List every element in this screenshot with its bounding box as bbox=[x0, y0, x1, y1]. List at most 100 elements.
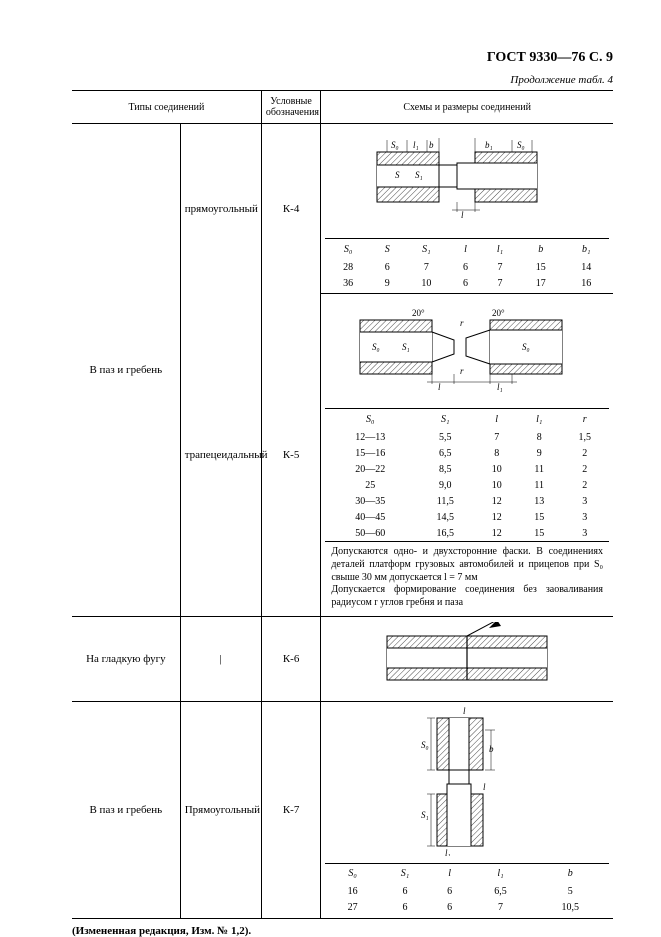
cell: 40—45 bbox=[325, 509, 415, 525]
cell: 15 bbox=[518, 525, 561, 542]
cell: 2 bbox=[561, 461, 609, 477]
cell: 27 bbox=[325, 900, 380, 916]
cell: 12—13 bbox=[325, 429, 415, 445]
cell: S bbox=[371, 239, 404, 260]
cell: 9 bbox=[371, 275, 404, 291]
k7-diagram-cell: S₀ S₁ b l l l₁ bbox=[321, 701, 613, 861]
cell: 15 bbox=[518, 259, 563, 275]
svg-text:r: r bbox=[460, 366, 464, 376]
cell: b bbox=[518, 239, 563, 260]
cell: 25 bbox=[325, 477, 415, 493]
cell: 6,5 bbox=[415, 445, 475, 461]
cell: l bbox=[430, 863, 469, 884]
cell: 2 bbox=[561, 477, 609, 493]
k4-symbol: К-4 bbox=[261, 124, 321, 294]
svg-text:S₁: S₁ bbox=[415, 170, 423, 180]
k7-symbol: К-7 bbox=[261, 701, 321, 918]
cell: 15 bbox=[518, 509, 561, 525]
cell: r bbox=[561, 409, 609, 430]
cell: 6 bbox=[449, 259, 482, 275]
cell: 7 bbox=[482, 259, 518, 275]
cell: 7 bbox=[475, 429, 518, 445]
cell: S₁ bbox=[415, 409, 475, 430]
cell: 14,5 bbox=[415, 509, 475, 525]
cell: 1,5 bbox=[561, 429, 609, 445]
svg-text:S₀: S₀ bbox=[517, 140, 525, 150]
cell: l₁ bbox=[518, 409, 561, 430]
k5-note: Допускаются одно- и двухсторонние фаски.… bbox=[325, 542, 609, 614]
cell: 11,5 bbox=[415, 493, 475, 509]
svg-text:l: l bbox=[483, 782, 486, 792]
svg-text:l₁: l₁ bbox=[413, 140, 419, 150]
k6-symbol: К-6 bbox=[261, 616, 321, 701]
cell: 10 bbox=[475, 461, 518, 477]
col-header-types: Типы соединений bbox=[72, 91, 261, 124]
svg-text:l: l bbox=[438, 382, 441, 392]
cell: l₁ bbox=[482, 239, 518, 260]
k5-svg: S₀ S₁ S₀ 20° 20° l l₁ r r bbox=[342, 302, 592, 398]
k7-diagram: S₀ S₁ b l l l₁ bbox=[325, 704, 609, 859]
cell: 3 bbox=[561, 509, 609, 525]
k7-type-sub: Прямоугольный bbox=[180, 701, 261, 918]
cell: 28 bbox=[325, 259, 370, 275]
k5-subtable-cell: S₀ S₁ l l₁ r 12—135,5781,5 15—166,5892 2… bbox=[321, 406, 613, 616]
cell: 14 bbox=[563, 259, 609, 275]
svg-text:l: l bbox=[461, 210, 464, 220]
cell: 3 bbox=[561, 525, 609, 542]
k6-diagram-cell bbox=[321, 616, 613, 701]
cell: 5,5 bbox=[415, 429, 475, 445]
cell: 6 bbox=[430, 900, 469, 916]
cell: l₁ bbox=[469, 863, 531, 884]
svg-text:S₁: S₁ bbox=[402, 342, 410, 352]
k5-symbol: К-5 bbox=[261, 294, 321, 617]
svg-text:l₁: l₁ bbox=[497, 382, 503, 392]
cell: 20—22 bbox=[325, 461, 415, 477]
cell: 9,0 bbox=[415, 477, 475, 493]
cell: 36 bbox=[325, 275, 370, 291]
col-header-schemes: Схемы и размеры соединений bbox=[321, 91, 613, 124]
cell: 8 bbox=[475, 445, 518, 461]
cell: 3 bbox=[561, 493, 609, 509]
cell: 5 bbox=[532, 884, 609, 900]
k5-diagram: S₀ S₁ S₀ 20° 20° l l₁ r r bbox=[325, 296, 609, 404]
cell: l bbox=[475, 409, 518, 430]
k7-svg: S₀ S₁ b l l l₁ bbox=[387, 706, 547, 856]
cell: 2 bbox=[561, 445, 609, 461]
cell: 16 bbox=[563, 275, 609, 291]
col-header-symbols: Условные обозначения bbox=[261, 91, 321, 124]
footer-note: (Измененная редакция, Изм. № 1,2). bbox=[72, 925, 613, 937]
k4-diagram: S₀ l₁ b b₁ S₀ S S₁ l bbox=[325, 126, 609, 234]
page-header: ГОСТ 9330—76 С. 9 bbox=[72, 50, 613, 66]
cell: 7 bbox=[404, 259, 449, 275]
cell: 6,5 bbox=[469, 884, 531, 900]
svg-text:20°: 20° bbox=[492, 308, 505, 318]
cell: S₀ bbox=[325, 409, 415, 430]
cell: 11 bbox=[518, 461, 561, 477]
cell: 13 bbox=[518, 493, 561, 509]
cell: 10 bbox=[404, 275, 449, 291]
cell: 17 bbox=[518, 275, 563, 291]
cell: S₀ bbox=[325, 239, 370, 260]
k4-k5-type-main: В паз и гребень bbox=[72, 124, 180, 617]
k4-subtable: S₀ S S₁ l l₁ b b₁ 2867671514 36910671716 bbox=[325, 238, 609, 291]
svg-text:S₁: S₁ bbox=[421, 810, 429, 820]
k5-type-sub: трапецеидальный bbox=[180, 294, 261, 617]
cell: 6 bbox=[449, 275, 482, 291]
cell: S₁ bbox=[380, 863, 430, 884]
k6-type-sub: | bbox=[180, 616, 261, 701]
svg-text:b₁: b₁ bbox=[485, 140, 493, 150]
cell: 16,5 bbox=[415, 525, 475, 542]
svg-text:S₀: S₀ bbox=[372, 342, 380, 352]
cell: 30—35 bbox=[325, 493, 415, 509]
k7-subtable: S₀ S₁ l l₁ b 16666,55 2766710,5 bbox=[325, 863, 609, 916]
main-table: Типы соединений Условные обозначения Схе… bbox=[72, 90, 613, 919]
cell: 10,5 bbox=[532, 900, 609, 916]
cell: l bbox=[449, 239, 482, 260]
k4-svg: S₀ l₁ b b₁ S₀ S S₁ l bbox=[357, 130, 577, 230]
cell: 6 bbox=[380, 900, 430, 916]
svg-text:S₀: S₀ bbox=[421, 740, 429, 750]
svg-text:b: b bbox=[489, 744, 494, 754]
cell: 50—60 bbox=[325, 525, 415, 542]
k7-type-main: В паз и гребень bbox=[72, 701, 180, 918]
k7-subtable-cell: S₀ S₁ l l₁ b 16666,55 2766710,5 bbox=[321, 861, 613, 919]
